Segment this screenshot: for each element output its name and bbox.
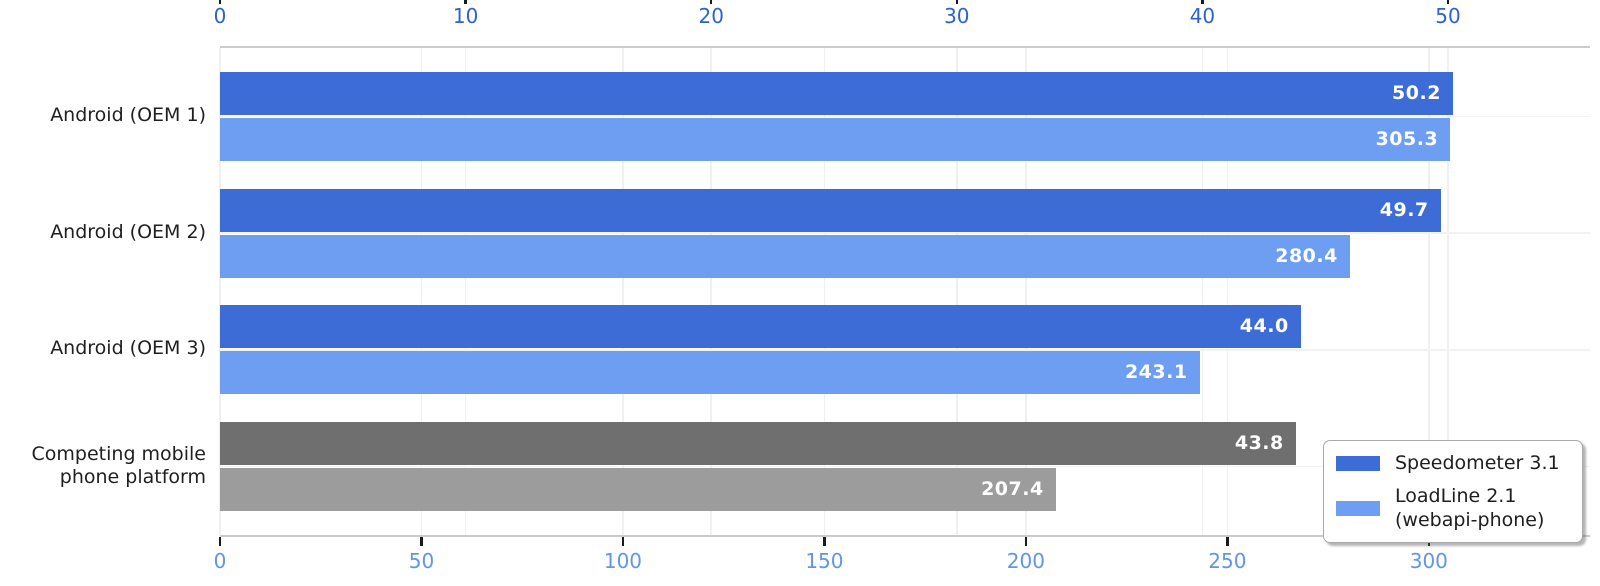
top-axis-tickmark: [955, 0, 959, 4]
gridline-horizontal: [220, 465, 1590, 468]
bar-speedometer: 49.7: [220, 188, 1441, 232]
gridline-vertical: [420, 48, 423, 535]
bottom-axis-tickmark: [621, 537, 625, 546]
top-axis-tickmark: [218, 0, 222, 4]
bottom-axis-tick-label: 300: [1409, 548, 1448, 573]
gridline-vertical: [1201, 48, 1204, 535]
gridline-vertical: [1447, 48, 1449, 535]
gridline-vertical: [1025, 48, 1027, 535]
top-axis-tick-label: 20: [698, 4, 724, 28]
gridline-vertical: [710, 48, 712, 535]
gridline-vertical: [823, 48, 826, 535]
bar-value-label: 49.7: [1379, 198, 1429, 221]
bar-value-label: 207.4: [981, 478, 1044, 501]
category-label: Android (OEM 1): [50, 104, 206, 126]
bottom-axis-line: [220, 534, 1590, 537]
bar-value-label: 43.8: [1234, 432, 1284, 455]
bottom-axis-tick-label: 100: [603, 548, 643, 573]
top-axis-tick-label: 40: [1189, 4, 1216, 28]
bar-speedometer: 44.0: [220, 305, 1301, 349]
category-label: Android (OEM 3): [50, 337, 206, 360]
category-label: Competing mobile phone platform: [31, 442, 206, 488]
bar-loadline: 280.4: [220, 234, 1350, 278]
bar-loadline: 243.1: [220, 351, 1200, 395]
gridline-vertical: [1226, 48, 1229, 535]
legend-item: LoadLine 2.1 (webapi-phone): [1336, 484, 1570, 532]
top-axis-tickmark: [464, 0, 467, 4]
gridline-vertical: [219, 48, 221, 535]
bottom-axis-tick-label: 250: [1208, 548, 1247, 573]
top-axis-tick-label: 30: [944, 4, 970, 28]
bar-loadline: 305.3: [220, 118, 1451, 161]
top-axis-tickmark: [1201, 0, 1204, 4]
gridline-vertical: [1428, 48, 1430, 535]
bottom-axis-tick-label: 150: [805, 548, 844, 573]
bottom-axis-tick-label: 0: [213, 548, 227, 573]
legend-label: LoadLine 2.1 (webapi-phone): [1395, 485, 1545, 531]
bottom-axis-tickmark: [823, 537, 826, 546]
bar-value-label: 280.4: [1275, 244, 1338, 267]
gridline-horizontal: [220, 115, 1590, 118]
bar-speedometer: 43.8: [220, 422, 1296, 466]
gridline-horizontal: [220, 349, 1590, 351]
bottom-axis-tickmark: [420, 537, 423, 546]
legend-swatch: [1336, 500, 1380, 516]
bar-value-label: 44.0: [1239, 315, 1289, 338]
top-axis-tickmark: [1446, 0, 1450, 4]
legend-label: Speedometer 3.1: [1395, 452, 1560, 474]
bar-speedometer: 50.2: [220, 72, 1453, 115]
category-label: Android (OEM 2): [50, 220, 206, 243]
bar-value-label: 305.3: [1375, 128, 1439, 150]
bottom-axis-tickmark: [218, 537, 222, 546]
bottom-axis-tick-label: 200: [1006, 548, 1045, 573]
top-axis-tick-label: 10: [452, 4, 479, 28]
gridline-vertical: [622, 48, 624, 535]
legend-swatch: [1336, 455, 1380, 471]
gridline-vertical: [464, 48, 467, 535]
bottom-axis-tickmark: [1226, 537, 1229, 546]
bottom-axis-tickmark: [1024, 537, 1028, 546]
gridline-horizontal: [220, 232, 1590, 234]
top-axis-tick-label: 50: [1435, 4, 1461, 28]
bar-loadline: 207.4: [220, 468, 1056, 512]
top-axis-tick-label: 0: [213, 4, 227, 28]
legend: Speedometer 3.1 LoadLine 2.1 (webapi-phon…: [1323, 440, 1583, 543]
top-axis-tickmark: [709, 0, 713, 4]
gridline-vertical: [956, 48, 958, 535]
bar-value-label: 243.1: [1124, 361, 1188, 384]
bottom-axis-tick-label: 50: [408, 548, 435, 573]
top-axis-line: [220, 45, 1590, 48]
bar-value-label: 50.2: [1392, 82, 1441, 104]
legend-item: Speedometer 3.1: [1336, 451, 1570, 475]
